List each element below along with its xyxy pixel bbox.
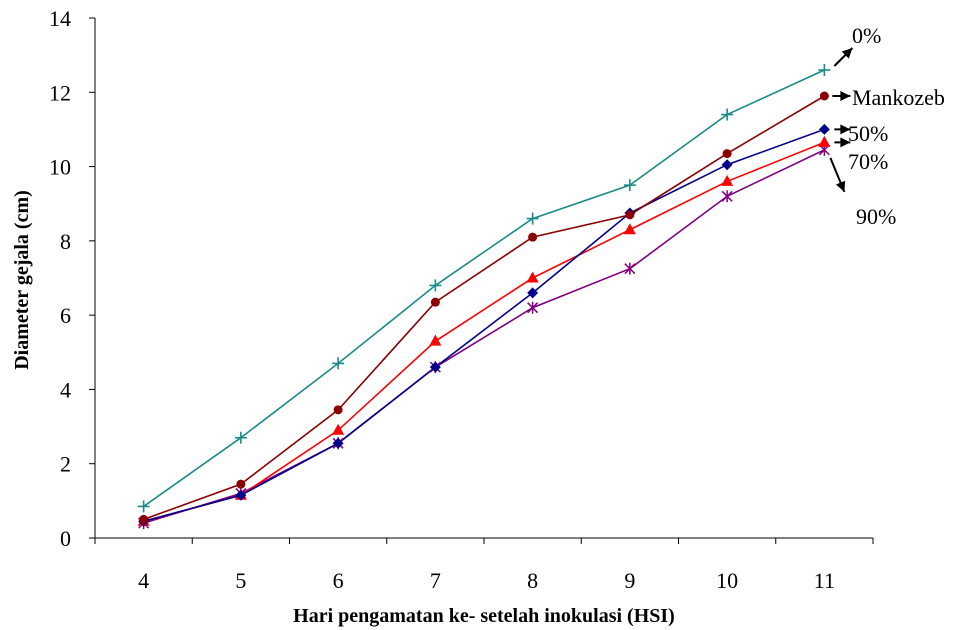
- series-mankozeb-arrow-head: [840, 91, 851, 101]
- x-tick-label: 4: [138, 568, 149, 593]
- series-90pct-line: [143, 149, 825, 524]
- x-tick-label: 6: [333, 568, 344, 593]
- x-axis-title: Hari pengamatan ke- setelah inokulasi (H…: [293, 605, 675, 627]
- y-axis-title: Diameter gejala (cm): [11, 190, 33, 370]
- y-tick-label: 10: [49, 155, 71, 180]
- series-50pct-line: [143, 128, 825, 523]
- series-90pct-point: [721, 190, 733, 203]
- x-tick-label: 11: [814, 568, 835, 593]
- x-tick-label: 10: [716, 568, 738, 593]
- series-70pct-point: [721, 174, 734, 186]
- series-0pct-point: [332, 357, 345, 370]
- series-70pct-point: [818, 135, 831, 147]
- series-90pct-point: [527, 301, 539, 314]
- series-mankozeb-point: [236, 479, 246, 489]
- y-tick-label: 2: [60, 452, 71, 477]
- y-tick-label: 12: [49, 80, 71, 105]
- series-50pct-point: [818, 123, 830, 135]
- series-0pct-point: [721, 108, 734, 121]
- series-0pct-arrow-head: [841, 48, 853, 59]
- series-mankozeb-point: [333, 405, 343, 415]
- series-mankozeb-point: [625, 210, 635, 220]
- series-50pct-point: [429, 361, 441, 373]
- x-tick-label: 8: [527, 568, 538, 593]
- y-tick-label: 6: [60, 303, 71, 328]
- series-0pct-point: [623, 179, 636, 192]
- series-mankozeb-line: [143, 95, 825, 521]
- y-tick-label: 8: [60, 229, 71, 254]
- series-50pct-point: [332, 437, 344, 449]
- series-0pct-point: [234, 431, 247, 444]
- series-50pct-point: [721, 159, 733, 171]
- x-tick-label: 5: [235, 568, 246, 593]
- series-markers: [137, 64, 831, 530]
- series-annotations: 0% Mankozeb 50% 70% 90%: [829, 23, 945, 229]
- series-70pct-point: [332, 423, 345, 435]
- series-90pct-arrow-head: [835, 180, 846, 192]
- series-mankozeb-point: [722, 149, 732, 159]
- y-axis-ticks: 0 2 4 6 8 10 12 14: [49, 6, 95, 551]
- series-mankozeb-point: [819, 91, 829, 101]
- series-50pct-arrow-head: [840, 124, 851, 135]
- series-0pct-point: [818, 64, 831, 76]
- series-mankozeb-point: [139, 514, 149, 524]
- x-tick-label: 9: [624, 568, 635, 593]
- series-50pct-label: 50%: [848, 121, 888, 146]
- series-0pct-label: 0%: [852, 23, 881, 48]
- x-tick-label: 7: [430, 568, 441, 593]
- series-50pct-point: [235, 489, 247, 501]
- series-70pct-arrow-head: [840, 137, 851, 148]
- series-0pct-point: [429, 279, 442, 292]
- series-lines: [143, 69, 825, 524]
- y-tick-label: 0: [60, 526, 71, 551]
- series-70pct-point: [623, 223, 636, 235]
- y-tick-label: 14: [49, 6, 71, 31]
- axes: [94, 18, 873, 539]
- series-90pct-label: 90%: [856, 204, 896, 229]
- series-0pct-point: [526, 212, 539, 225]
- series-0pct-line: [143, 69, 825, 508]
- x-axis-ticks: 4 5 6 7 8 9 10 11: [94, 538, 874, 593]
- series-90pct-point: [624, 262, 636, 275]
- series-0pct-point: [137, 500, 150, 513]
- series-70pct-point: [429, 334, 442, 346]
- series-mankozeb-point: [430, 297, 440, 307]
- series-70pct-label: 70%: [848, 149, 888, 174]
- series-mankozeb-label: Mankozeb: [852, 85, 945, 110]
- series-70pct-point: [526, 271, 539, 283]
- series-70pct-line: [143, 141, 825, 523]
- series-50pct-point: [527, 287, 539, 299]
- y-tick-label: 4: [60, 377, 71, 402]
- series-mankozeb-point: [528, 232, 538, 242]
